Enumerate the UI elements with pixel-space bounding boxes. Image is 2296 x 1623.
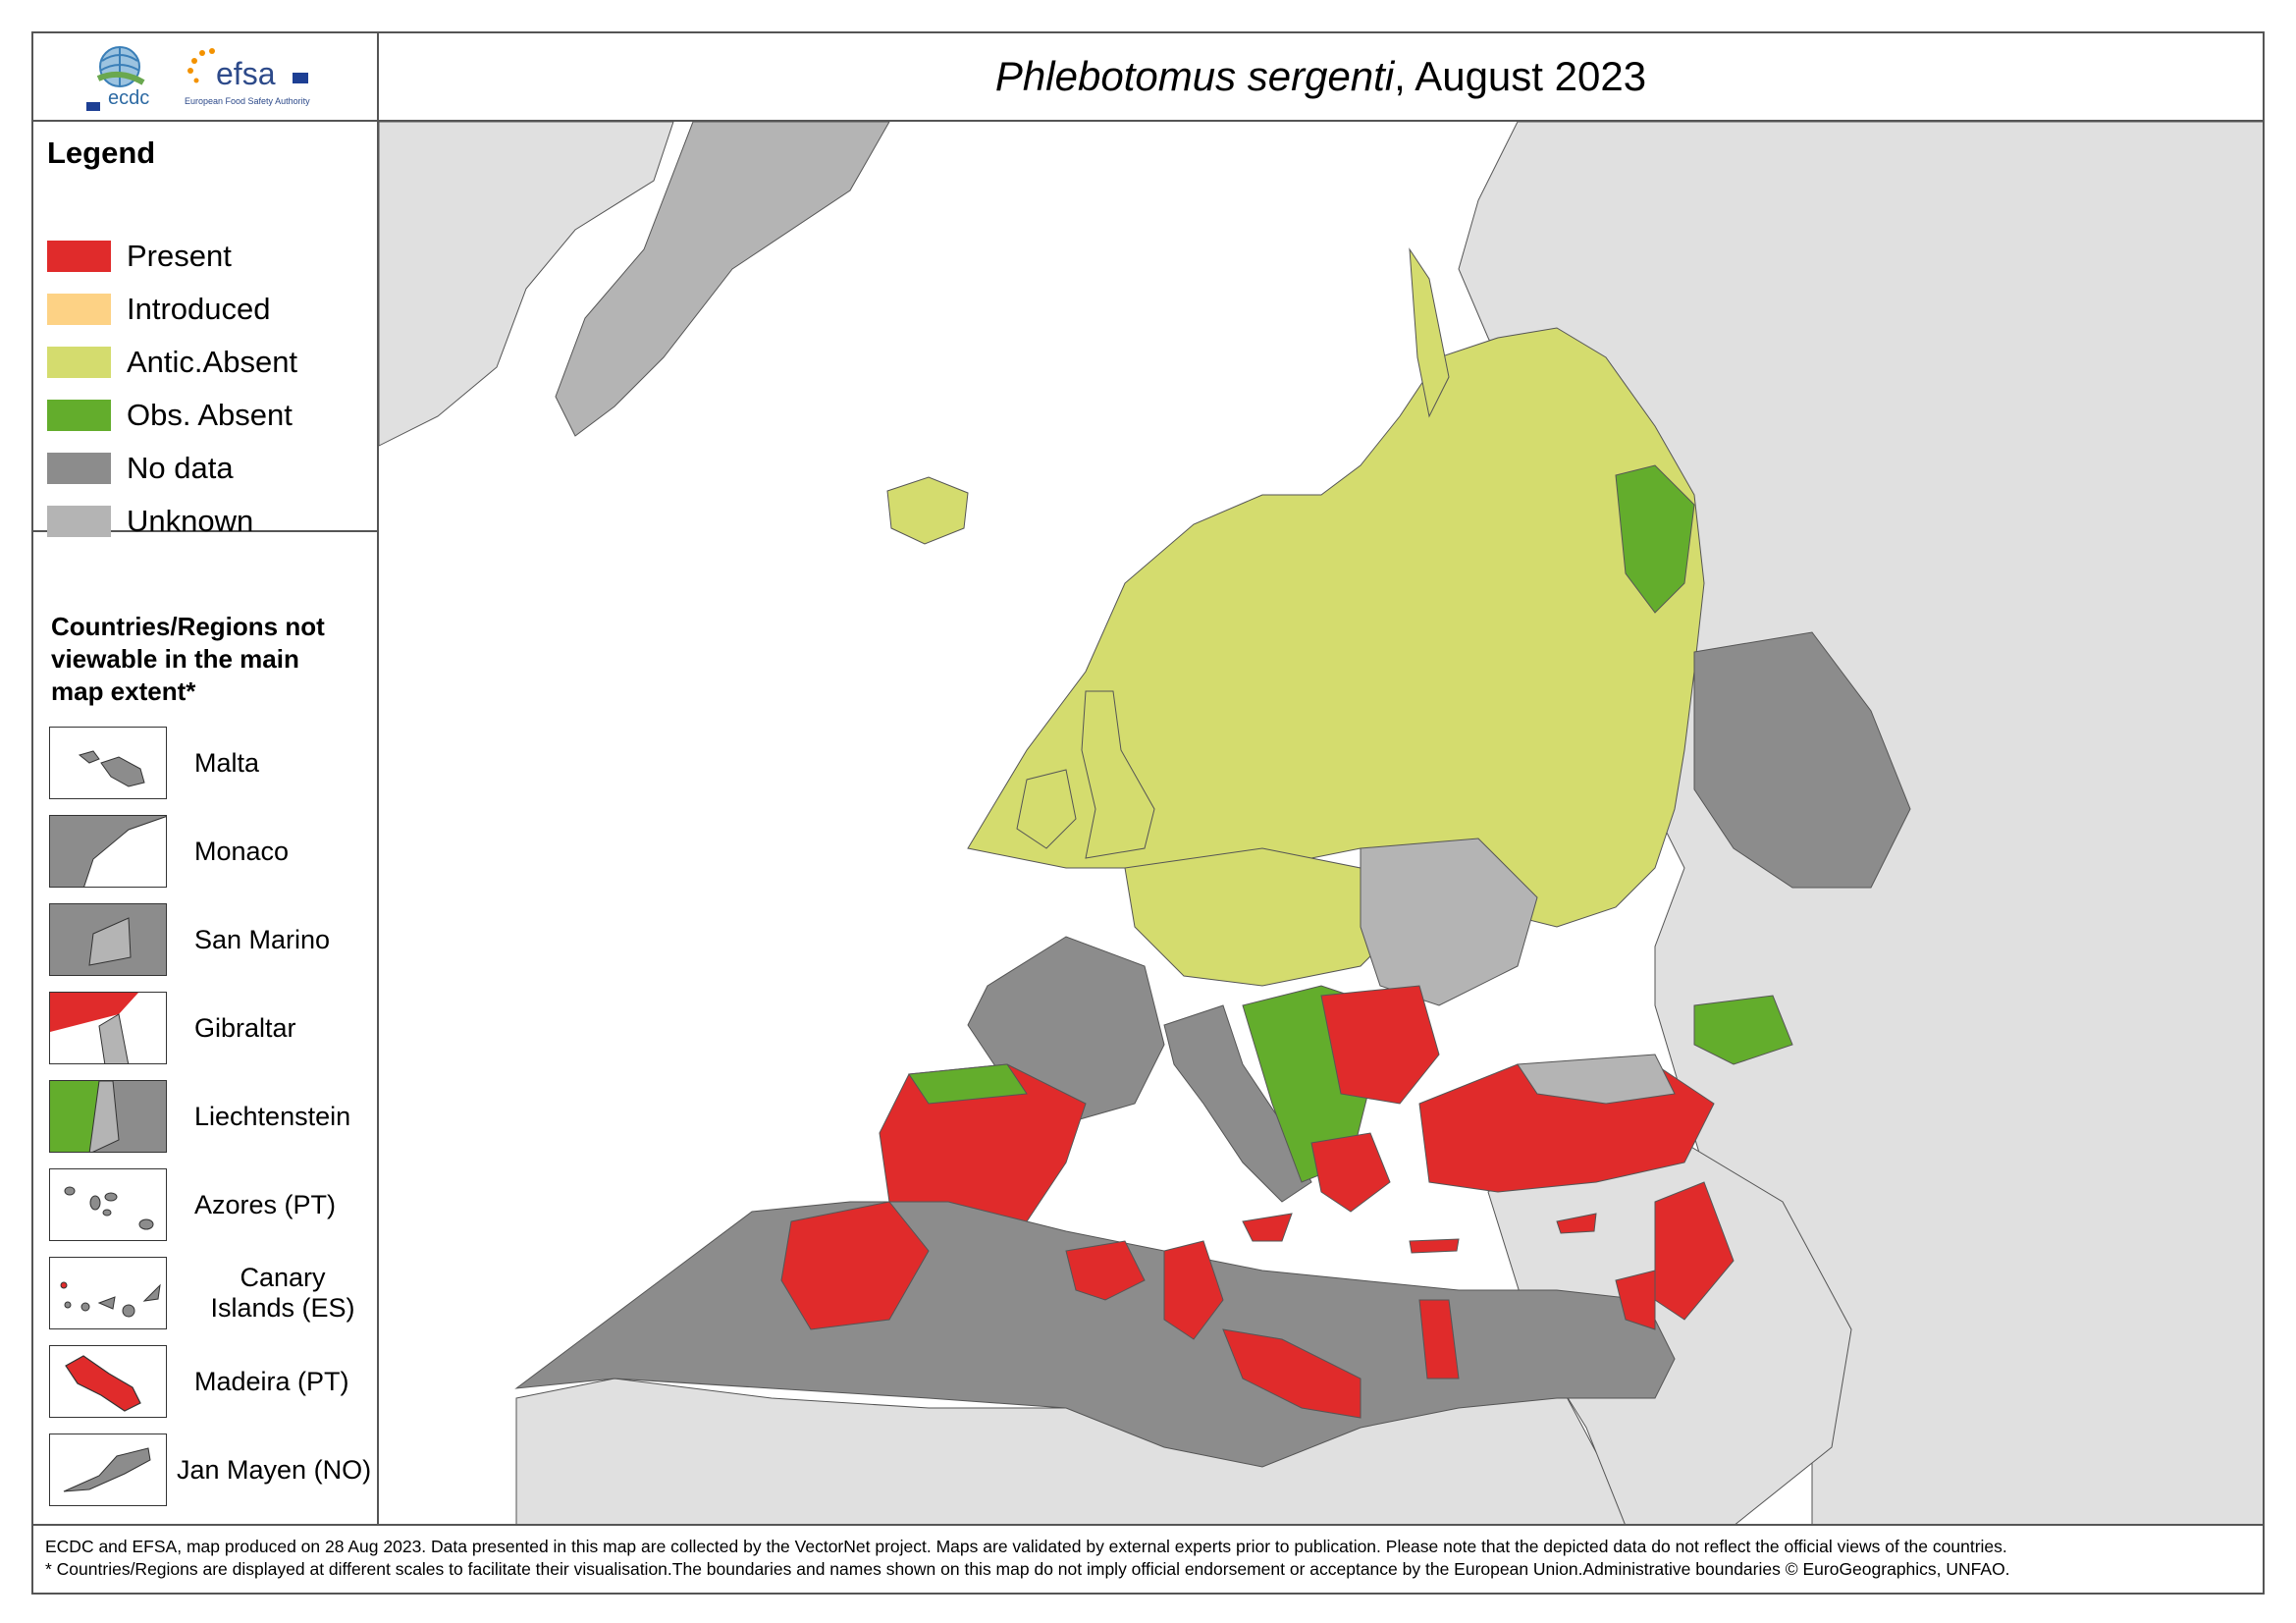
legend-label: Obs. Absent: [127, 398, 293, 432]
footer-line-2: * Countries/Regions are displayed at dif…: [45, 1559, 2010, 1579]
morocco-present: [780, 1201, 930, 1330]
inset-row-jan-mayen: Jan Mayen (NO): [49, 1434, 373, 1506]
legend-sidebar: Legend Present Introduced Antic.Absent O…: [33, 122, 379, 1526]
legend-label: Present: [127, 239, 232, 273]
legend-item-obs-absent: Obs. Absent: [47, 398, 293, 432]
map-frame: ecdc efsa European Food Safety Authority…: [31, 31, 2265, 1595]
russia-obs-absent: [1615, 464, 1695, 614]
inset-row-liechtenstein: Liechtenstein: [49, 1080, 373, 1153]
ecdc-logo-text: ecdc: [108, 87, 149, 109]
canary-islands-inset-icon: [49, 1257, 167, 1329]
legend-swatch: [47, 241, 111, 272]
libya-present: [1222, 1328, 1362, 1419]
ireland: [1016, 769, 1077, 849]
logo-panel: ecdc efsa European Food Safety Authority: [33, 33, 379, 122]
tunisia-present: [1163, 1240, 1224, 1340]
cyprus: [1556, 1213, 1597, 1234]
italy: [1163, 1004, 1312, 1203]
greenland: [555, 122, 890, 437]
kazakhstan: [1693, 631, 1911, 889]
legend-swatch: [47, 400, 111, 431]
inset-row-monaco: Monaco: [49, 815, 373, 888]
caucasus: [1693, 995, 1793, 1065]
sicily: [1242, 1213, 1293, 1242]
map-title: Phlebotomus sergenti, August 2023: [379, 33, 2263, 122]
inset-label: Liechtenstein: [194, 1101, 351, 1131]
legend-label: Introduced: [127, 292, 271, 326]
inset-row-madeira: Madeira (PT): [49, 1345, 373, 1418]
romania-bulgaria: [1320, 985, 1440, 1105]
legend-label: Antic.Absent: [127, 345, 298, 379]
inset-label: Canary Islands (ES): [210, 1263, 355, 1323]
footer-line-1: ECDC and EFSA, map produced on 28 Aug 20…: [45, 1537, 2007, 1556]
legend-label: Unknown: [127, 504, 254, 538]
inset-label: Madeira (PT): [194, 1366, 349, 1396]
iceland: [886, 476, 969, 545]
inset-row-azores: Azores (PT): [49, 1168, 373, 1241]
turkey-north-unknown: [1517, 1054, 1676, 1105]
map-title-date: , August 2023: [1394, 53, 1647, 99]
inset-row-san-marino: San Marino: [49, 903, 373, 976]
legend-item-unknown: Unknown: [47, 504, 254, 538]
europe-map[interactable]: [379, 122, 2263, 1526]
inset-label: Gibraltar: [194, 1012, 296, 1043]
crete: [1409, 1238, 1460, 1254]
san-marino-inset-icon: [49, 903, 167, 976]
gibraltar-inset-icon: [49, 992, 167, 1064]
legend-item-no-data: No data: [47, 451, 234, 485]
legend-section: Legend Present Introduced Antic.Absent O…: [33, 122, 377, 538]
greece: [1310, 1132, 1391, 1213]
map-footer: ECDC and EFSA, map produced on 28 Aug 20…: [33, 1524, 2263, 1593]
legend-label: No data: [127, 451, 234, 485]
main-map[interactable]: [379, 122, 2263, 1526]
iberia-north-obs-absent: [908, 1063, 1028, 1105]
legend-item-introduced: Introduced: [47, 292, 271, 326]
scandinavia-russia: [967, 327, 1705, 928]
central-europe: [1124, 847, 1401, 987]
novaya-zemlya: [1409, 247, 1450, 418]
inset-label: Azores (PT): [194, 1189, 337, 1219]
malta-inset-icon: [49, 727, 167, 799]
inset-label: San Marino: [194, 924, 331, 954]
inset-label: Monaco: [194, 836, 290, 866]
inset-row-canary-islands: Canary Islands (ES): [49, 1257, 373, 1329]
ecdc-logo: ecdc: [86, 46, 149, 111]
egypt-present: [1418, 1299, 1460, 1380]
sinai-present: [1615, 1270, 1656, 1330]
monaco-inset-icon: [49, 815, 167, 888]
inset-label: Jan Mayen (NO): [177, 1454, 372, 1485]
inset-label: Malta: [194, 747, 260, 778]
algeria-present: [1065, 1240, 1146, 1301]
legend-swatch: [47, 347, 111, 378]
legend-title: Legend: [47, 135, 156, 170]
inset-row-gibraltar: Gibraltar: [49, 992, 373, 1064]
legend-swatch: [47, 294, 111, 325]
north-america-land: [379, 122, 674, 447]
great-britain: [1081, 690, 1155, 859]
efsa-logo: efsa European Food Safety Authority: [185, 48, 310, 106]
madeira-inset-icon: [49, 1345, 167, 1418]
regions-title: Countries/Regions not viewable in the ma…: [51, 612, 325, 706]
efsa-logo-text: efsa: [216, 56, 276, 91]
liechtenstein-inset-icon: [49, 1080, 167, 1153]
azores-inset-icon: [49, 1168, 167, 1241]
legend-swatch: [47, 453, 111, 484]
legend-item-antic-absent: Antic.Absent: [47, 345, 298, 379]
legend-swatch: [47, 506, 111, 537]
efsa-logo-subtitle: European Food Safety Authority: [185, 96, 310, 106]
map-title-species: Phlebotomus sergenti: [994, 53, 1395, 99]
ukraine-belarus-unknown: [1360, 838, 1538, 1006]
legend-item-present: Present: [47, 239, 232, 273]
jan-mayen-inset-icon: [49, 1434, 167, 1506]
inset-row-malta: Malta: [49, 727, 373, 799]
